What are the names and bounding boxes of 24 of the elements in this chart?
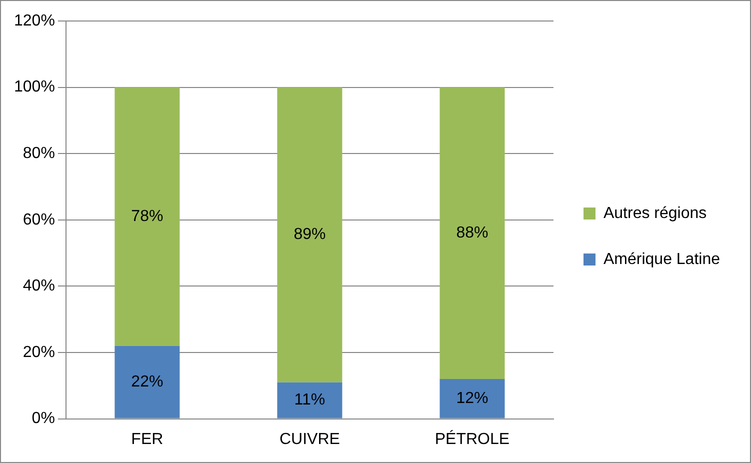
data-label: 22% <box>131 373 164 390</box>
legend-label: Autres régions <box>603 204 707 222</box>
x-tick-label: PÉTROLE <box>434 430 510 448</box>
y-tick-label: 60% <box>22 211 55 228</box>
bar <box>114 346 180 418</box>
data-label: 11% <box>294 392 326 409</box>
y-tick-label: 40% <box>22 278 55 295</box>
y-tick-label: 120% <box>14 12 55 30</box>
bar <box>277 382 342 418</box>
legend-label: Amérique Latine <box>603 250 720 268</box>
data-label: 78% <box>131 208 164 225</box>
y-tick-label: 0% <box>32 410 55 428</box>
data-label: 89% <box>294 226 326 244</box>
x-tick-label: CUIVRE <box>279 430 340 448</box>
y-tick-label: 100% <box>14 78 55 96</box>
y-tick-label: 20% <box>22 344 55 361</box>
data-label: 12% <box>456 390 488 408</box>
y-tick-label: 80% <box>22 145 55 162</box>
x-tick-label: FER <box>131 430 164 448</box>
bar <box>440 87 505 380</box>
data-label: 88% <box>456 224 488 242</box>
bar <box>114 87 180 346</box>
bar <box>440 379 505 418</box>
bar <box>277 87 342 382</box>
